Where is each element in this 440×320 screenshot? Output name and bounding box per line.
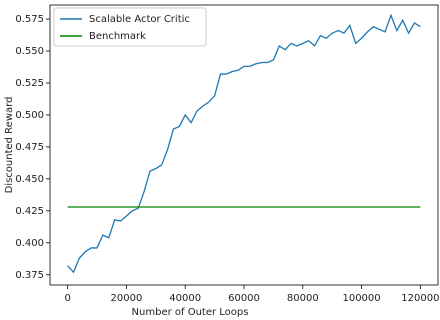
data-line — [67, 13, 421, 274]
y-tick-label: 0.450 — [15, 174, 44, 185]
y-tick-label: 0.400 — [15, 238, 44, 249]
legend-label: Benchmark — [89, 31, 146, 42]
legend-label: Scalable Actor Critic — [89, 14, 190, 25]
y-tick-label: 0.550 — [15, 46, 44, 57]
y-tick-label: 0.575 — [15, 14, 44, 25]
plot-frame — [49, 4, 439, 286]
y-tick-label: 0.425 — [15, 206, 44, 217]
y-tick-label: 0.475 — [15, 142, 44, 153]
x-axis-label: Number of Outer Loops — [132, 307, 249, 318]
x-tick-label: 100000 — [342, 293, 380, 304]
x-tick-label: 20000 — [111, 293, 143, 304]
y-tick-label: 0.525 — [15, 78, 44, 89]
x-tick-label: 80000 — [287, 293, 319, 304]
legend-box — [53, 7, 207, 47]
y-axis-label: Discounted Reward — [4, 97, 15, 194]
x-tick-label: 120000 — [401, 293, 439, 304]
y-tick-label: 0.375 — [15, 270, 44, 281]
x-tick-label: 60000 — [228, 293, 260, 304]
y-tick-label: 0.500 — [15, 110, 44, 121]
x-tick-label: 40000 — [169, 293, 201, 304]
x-tick-label: 0 — [64, 293, 70, 304]
